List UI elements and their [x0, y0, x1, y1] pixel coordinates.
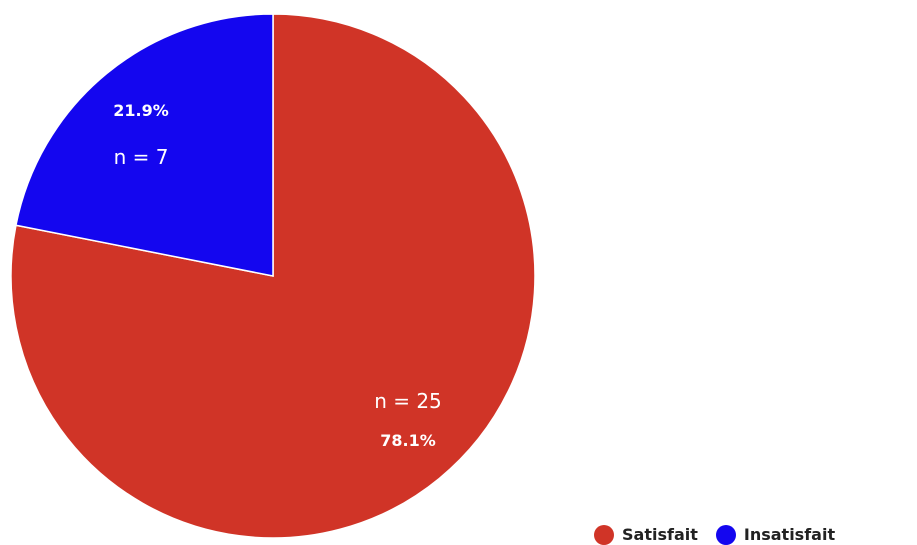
pie-slice-insatisfait: [15, 13, 274, 277]
pie-slices: [10, 13, 536, 539]
slice-label-satisfait-percent: 78.1%: [380, 431, 436, 450]
chart-legend: Satisfait Insatisfait: [594, 525, 835, 545]
legend-item-satisfait: Satisfait: [594, 525, 698, 545]
pie-slice-satisfait: [10, 13, 536, 539]
legend-label-insatisfait: Insatisfait: [743, 525, 836, 544]
slice-label-insatisfait-count: n = 7: [114, 145, 169, 169]
legend-swatch-insatisfait: [715, 525, 736, 545]
legend-label-satisfait: Satisfait: [622, 525, 698, 544]
slice-label-insatisfait-percent: 21.9%: [113, 101, 169, 120]
legend-item-insatisfait: Insatisfait: [715, 525, 836, 545]
legend-swatch-satisfait: [594, 525, 614, 545]
slice-label-satisfait-count: n = 25: [374, 389, 442, 413]
